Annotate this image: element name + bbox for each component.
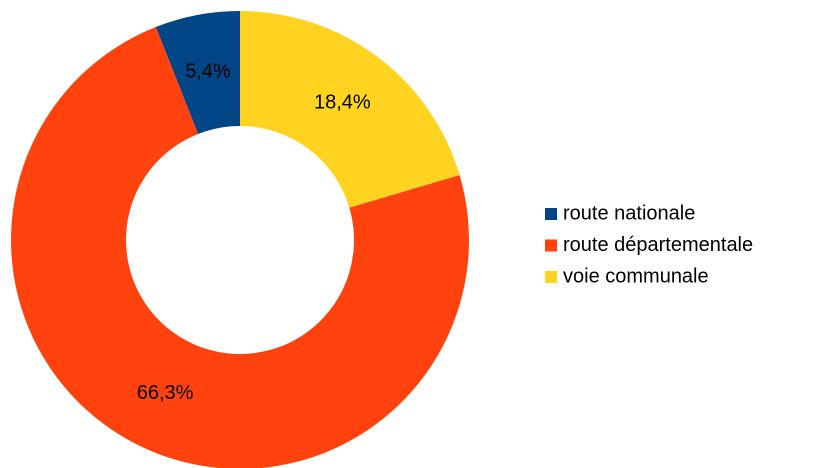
data-label: 5,4%	[185, 60, 231, 82]
donut-slice	[11, 27, 469, 468]
legend-swatch	[545, 271, 557, 283]
legend-label: route nationale	[563, 202, 695, 224]
donut-slice	[240, 11, 460, 208]
data-label: 66,3%	[137, 382, 194, 404]
legend-swatch	[545, 208, 557, 220]
legend-swatch	[545, 239, 557, 252]
legend-label: voie communale	[563, 265, 709, 287]
legend-label: route départementale	[563, 234, 753, 256]
data-label: 18,4%	[314, 91, 371, 113]
donut-slice	[155, 11, 240, 134]
